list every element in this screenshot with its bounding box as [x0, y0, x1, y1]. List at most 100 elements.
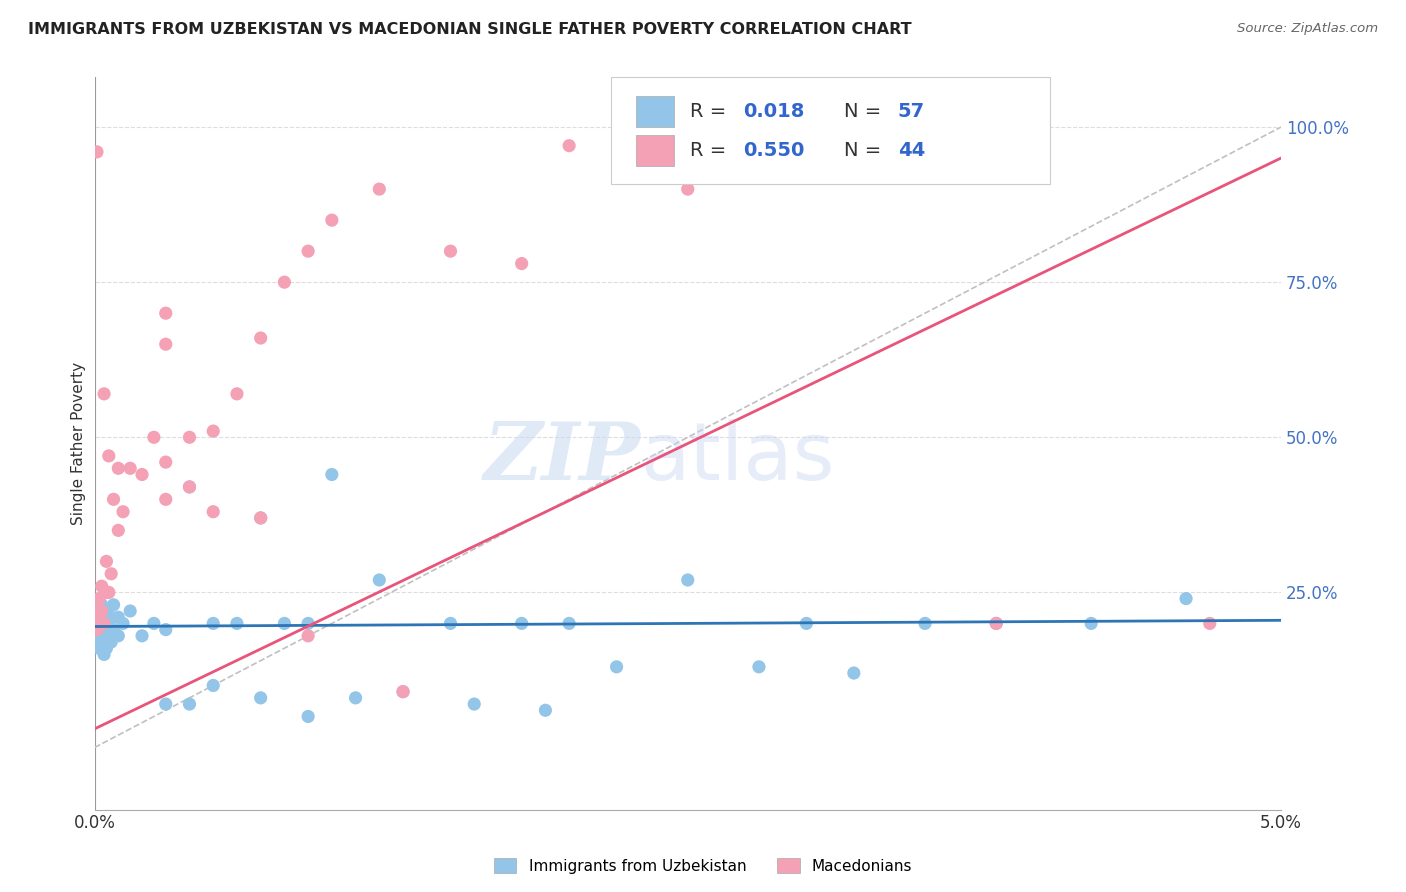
Point [89, 641, 111, 656]
Point [392, 684, 415, 698]
Point [179, 697, 201, 711]
Point [107, 524, 129, 538]
Point [89, 629, 111, 643]
Point [97, 629, 120, 643]
Point [86, 604, 108, 618]
Point [606, 660, 628, 674]
Point [93, 648, 115, 662]
FancyBboxPatch shape [636, 96, 673, 128]
Point [226, 387, 249, 401]
Point [86, 145, 108, 159]
Point [97, 449, 120, 463]
Point [179, 480, 201, 494]
Point [914, 616, 936, 631]
Point [155, 337, 177, 351]
Point [96, 623, 118, 637]
Point [90, 598, 112, 612]
Point [510, 256, 533, 270]
Point [226, 616, 249, 631]
Point [142, 430, 165, 444]
Point [986, 616, 1008, 631]
Point [202, 424, 225, 438]
Text: N =: N = [845, 103, 887, 121]
Point [558, 616, 581, 631]
Point [368, 573, 391, 587]
Point [90, 635, 112, 649]
Point [1080, 616, 1102, 631]
Point [510, 616, 533, 631]
Point [179, 480, 201, 494]
Point [86, 616, 108, 631]
Point [202, 505, 225, 519]
Text: 44: 44 [898, 141, 925, 161]
Point [202, 678, 225, 692]
Point [89, 616, 111, 631]
Point [368, 182, 391, 196]
Point [676, 182, 699, 196]
Text: ZIP: ZIP [484, 419, 640, 497]
Point [107, 610, 129, 624]
Point [100, 610, 122, 624]
Point [103, 623, 125, 637]
Point [155, 492, 177, 507]
Point [107, 629, 129, 643]
Text: Source: ZipAtlas.com: Source: ZipAtlas.com [1237, 22, 1378, 36]
Point [249, 331, 271, 345]
Text: 0.550: 0.550 [744, 141, 804, 161]
Text: atlas: atlas [640, 419, 835, 497]
Legend: Immigrants from Uzbekistan, Macedonians: Immigrants from Uzbekistan, Macedonians [488, 852, 918, 880]
Point [155, 697, 177, 711]
Point [155, 623, 177, 637]
Point [273, 275, 295, 289]
Point [120, 604, 142, 618]
Point [131, 467, 153, 482]
Point [321, 467, 343, 482]
Point [86, 635, 108, 649]
Text: 0.018: 0.018 [744, 103, 804, 121]
Point [89, 591, 111, 606]
Point [249, 511, 271, 525]
Point [439, 244, 461, 259]
Point [90, 604, 112, 618]
Text: R =: R = [690, 103, 733, 121]
Point [297, 629, 319, 643]
Point [796, 616, 818, 631]
Point [842, 666, 865, 681]
FancyBboxPatch shape [636, 136, 673, 166]
Point [392, 684, 415, 698]
Text: N =: N = [845, 141, 887, 161]
Point [297, 709, 319, 723]
Text: IMMIGRANTS FROM UZBEKISTAN VS MACEDONIAN SINGLE FATHER POVERTY CORRELATION CHART: IMMIGRANTS FROM UZBEKISTAN VS MACEDONIAN… [28, 22, 911, 37]
Point [89, 610, 111, 624]
Point [93, 387, 115, 401]
Point [1175, 591, 1198, 606]
Point [439, 616, 461, 631]
Point [179, 430, 201, 444]
Point [93, 616, 115, 631]
Point [297, 616, 319, 631]
Point [96, 585, 118, 599]
Point [90, 579, 112, 593]
Point [142, 616, 165, 631]
Point [86, 604, 108, 618]
Point [155, 455, 177, 469]
Point [90, 623, 112, 637]
Point [297, 244, 319, 259]
Point [534, 703, 557, 717]
Point [202, 616, 225, 631]
Point [249, 511, 271, 525]
Point [112, 616, 135, 631]
Point [103, 492, 125, 507]
Point [93, 629, 115, 643]
Point [86, 623, 108, 637]
Text: 57: 57 [898, 103, 925, 121]
Point [131, 629, 153, 643]
Point [96, 554, 118, 568]
Point [93, 616, 115, 631]
Point [96, 641, 118, 656]
Point [676, 573, 699, 587]
Point [100, 635, 122, 649]
Point [96, 604, 118, 618]
Point [112, 505, 135, 519]
Y-axis label: Single Father Poverty: Single Father Poverty [72, 362, 86, 525]
